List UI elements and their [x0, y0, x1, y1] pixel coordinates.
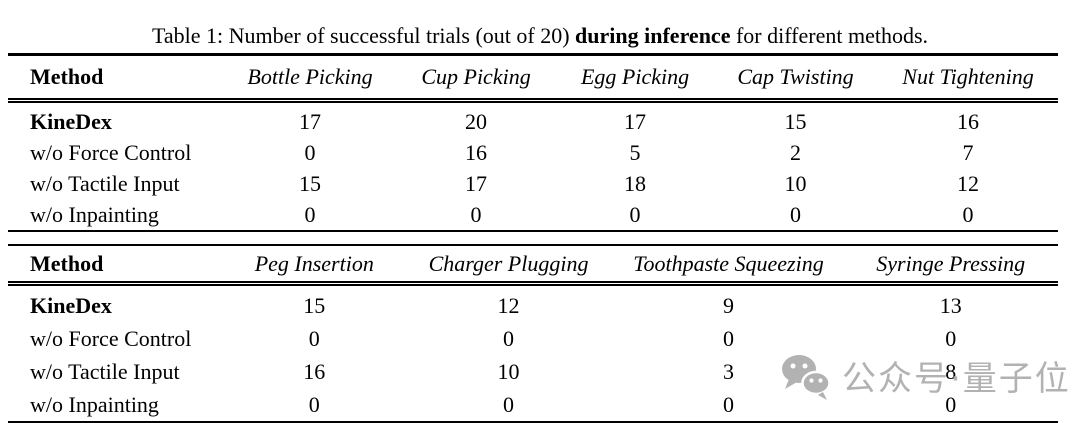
- method-cell: KineDex: [30, 292, 112, 318]
- value-cell: 10: [784, 170, 807, 196]
- value-cell: 12: [497, 292, 520, 318]
- caption-bold-phrase: during inference: [575, 23, 731, 48]
- task-column-header: Cap Twisting: [713, 54, 878, 103]
- value-cell: 0: [503, 391, 515, 417]
- table-row: w/o Inpainting 0 0 0 0 0: [8, 199, 1058, 231]
- value-cell: 3: [723, 358, 734, 384]
- table-row: w/o Tactile Input 16 10 3 8: [8, 355, 1058, 388]
- value-cell: 0: [470, 201, 482, 227]
- value-cell: 8: [945, 358, 957, 384]
- value-cell: 2: [790, 139, 801, 165]
- value-cell: 16: [956, 108, 979, 134]
- task-column-header: Egg Picking: [557, 54, 714, 103]
- value-cell: 13: [939, 292, 962, 318]
- task-column-header: Charger Plugging: [403, 245, 614, 286]
- value-cell: 16: [465, 139, 488, 165]
- table-row: w/o Inpainting 0 0 0 0: [8, 388, 1058, 423]
- table-caption: Table 1: Number of successful trials (ou…: [0, 23, 1080, 49]
- value-cell: 17: [624, 108, 647, 134]
- value-cell: 0: [723, 391, 734, 417]
- value-cell: 18: [624, 170, 647, 196]
- value-cell: 7: [962, 139, 974, 165]
- value-cell: 0: [945, 391, 957, 417]
- method-column-header: Method: [8, 245, 226, 286]
- value-cell: 12: [956, 170, 979, 196]
- value-cell: 0: [945, 325, 957, 351]
- value-cell: 0: [790, 201, 801, 227]
- value-cell: 0: [308, 325, 320, 351]
- method-cell: w/o Inpainting: [30, 201, 159, 227]
- method-cell: w/o Tactile Input: [30, 358, 180, 384]
- method-cell: KineDex: [30, 108, 112, 134]
- value-cell: 0: [962, 201, 974, 227]
- task-column-header: Bottle Picking: [225, 54, 396, 103]
- results-table-2: Method Peg Insertion Charger Plugging Tooth…: [8, 244, 1058, 423]
- value-cell: 5: [629, 139, 641, 165]
- caption-prefix: Table 1: Number of successful trials (ou…: [151, 23, 576, 48]
- table-row: w/o Force Control 0 0 0 0: [8, 322, 1058, 355]
- task-column-header: Peg Insertion: [225, 245, 404, 286]
- task-column-header: Toothpaste Squeezing: [613, 245, 844, 286]
- method-cell: w/o Force Control: [30, 139, 192, 165]
- header-row: Method Peg Insertion Charger Plugging Tooth…: [8, 245, 1058, 286]
- table-row: KineDex 17 20 17 15 16: [8, 101, 1058, 138]
- method-cell: w/o Inpainting: [30, 391, 159, 417]
- header-row: Method Bottle Picking Cup Picking Egg Picki…: [8, 54, 1058, 103]
- value-cell: 0: [503, 325, 515, 351]
- method-cell: w/o Tactile Input: [30, 170, 180, 196]
- value-cell: 0: [629, 201, 641, 227]
- caption-suffix: for different methods.: [730, 23, 929, 48]
- results-table-1: Method Bottle Picking Cup Picking Egg Picki…: [8, 53, 1058, 232]
- value-cell: 16: [303, 358, 326, 384]
- value-cell: 15: [303, 292, 326, 318]
- value-cell: 0: [308, 391, 320, 417]
- table-row: w/o Tactile Input 15 17 18 10 12: [8, 168, 1058, 199]
- method-column-header: Method: [8, 54, 226, 103]
- value-cell: 0: [304, 139, 316, 165]
- value-cell: 17: [299, 108, 322, 134]
- value-cell: 0: [723, 325, 734, 351]
- value-cell: 20: [465, 108, 488, 134]
- value-cell: 15: [299, 170, 322, 196]
- task-column-header: Cup Picking: [395, 54, 558, 103]
- table-row: KineDex 15 12 9 13: [8, 284, 1058, 323]
- method-cell: w/o Force Control: [30, 325, 192, 351]
- value-cell: 10: [497, 358, 520, 384]
- value-cell: 17: [465, 170, 488, 196]
- value-cell: 15: [784, 108, 807, 134]
- task-column-header: Syringe Pressing: [843, 245, 1058, 286]
- task-column-header: Nut Tightening: [877, 54, 1058, 103]
- table-row: w/o Force Control 0 16 5 2 7: [8, 137, 1058, 168]
- value-cell: 9: [723, 292, 734, 318]
- value-cell: 0: [304, 201, 316, 227]
